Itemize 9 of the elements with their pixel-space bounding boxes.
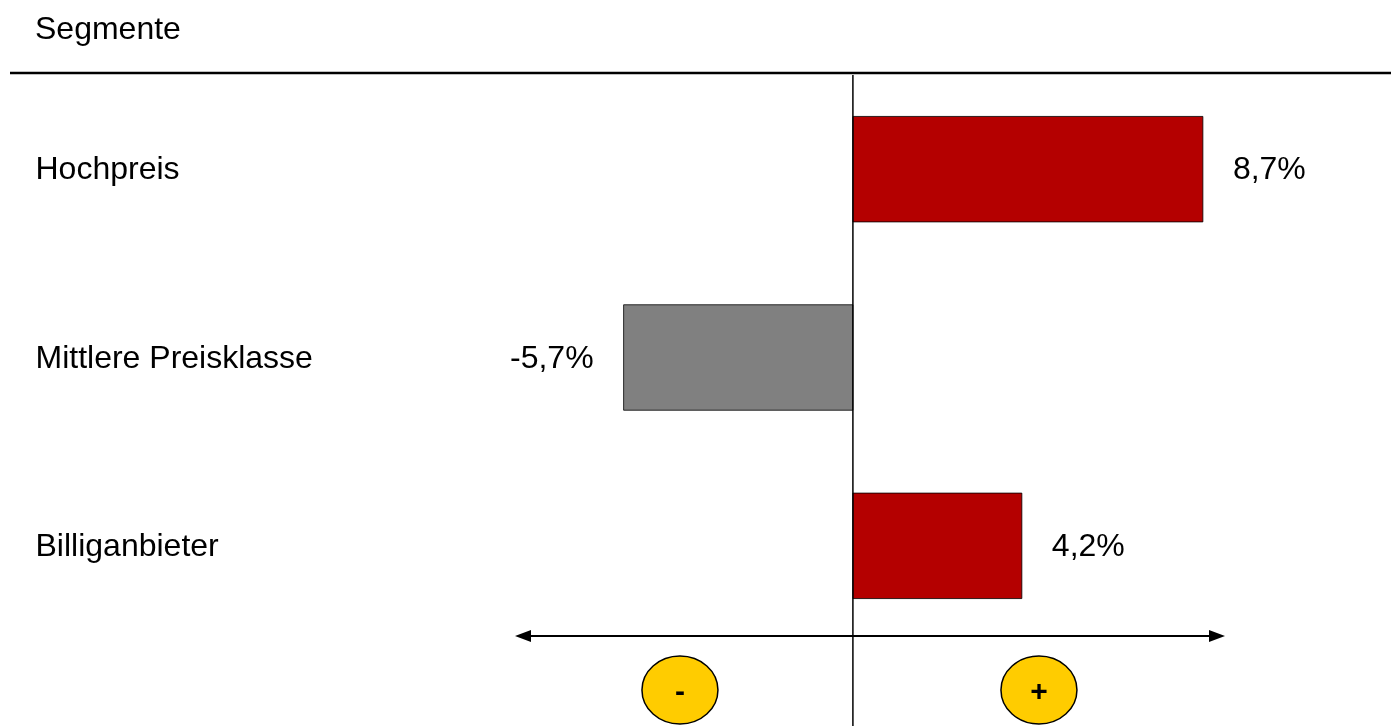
text: Segmente [35,10,181,47]
data-label: -5,7% [510,338,594,375]
y-tick-label: Mittlere Preisklasse [35,338,313,375]
y-tick-label: Hochpreis [35,150,180,187]
data-label: 4,2% [1051,526,1125,563]
annotation: - [674,674,685,707]
annotation: + [1030,674,1048,707]
data-label: 8,7% [1232,150,1306,187]
y-tick-label: Billiganbieter [35,526,220,563]
